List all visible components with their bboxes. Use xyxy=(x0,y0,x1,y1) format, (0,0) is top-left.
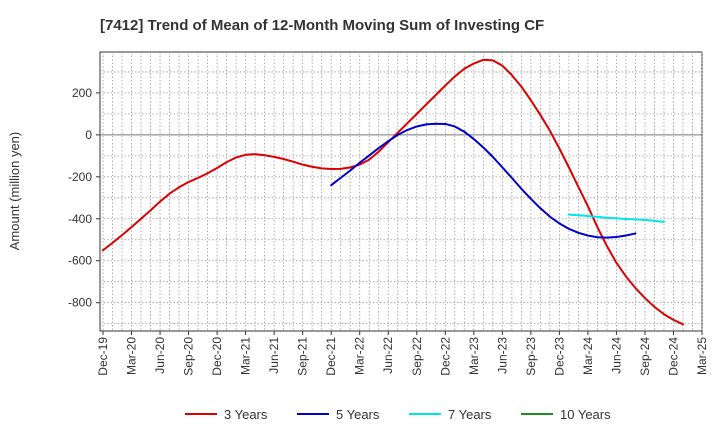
y-tick-label: -800 xyxy=(68,296,92,310)
x-tick-label: Mar-22 xyxy=(353,337,367,375)
legend-label: 3 Years xyxy=(224,407,268,422)
series-layer xyxy=(102,58,684,326)
x-tick-label: Sep-20 xyxy=(182,337,196,376)
x-tick-label: Jun-21 xyxy=(267,337,281,374)
legend-label: 10 Years xyxy=(560,407,611,422)
x-tick-label: Jun-20 xyxy=(153,337,167,374)
y-tick-label: 200 xyxy=(72,86,92,100)
x-tick-label: Mar-23 xyxy=(467,337,481,375)
x-tick-label: Mar-20 xyxy=(125,337,139,375)
x-tick-label: Jun-23 xyxy=(495,337,509,374)
x-tick-label: Mar-21 xyxy=(239,337,253,375)
x-tick-label: Dec-22 xyxy=(438,337,452,376)
x-tick-label: Sep-23 xyxy=(524,337,538,376)
grid xyxy=(100,52,703,331)
x-tick-label: Sep-21 xyxy=(296,337,310,376)
series-line-5-years xyxy=(330,122,637,239)
legend-label: 5 Years xyxy=(336,407,380,422)
y-axis-label: Amount (million yen) xyxy=(7,132,22,251)
legend: 3 Years 5 Years 7 Years 10 Years xyxy=(185,407,611,422)
x-tick-label: Jun-24 xyxy=(609,337,623,374)
x-tick-label: Sep-22 xyxy=(410,337,424,376)
x-axis: Dec-19 Mar-20 Jun-20 Sep-20 Dec-20 Mar-21 Jun-… xyxy=(96,331,709,376)
y-tick-label: -200 xyxy=(68,170,92,184)
y-tick-label: -600 xyxy=(68,254,92,268)
legend-label: 7 Years xyxy=(448,407,492,422)
series-line-7-years xyxy=(567,213,665,223)
x-tick-label: Dec-19 xyxy=(96,337,110,376)
x-tick-label: Dec-20 xyxy=(210,337,224,376)
x-tick-label: Dec-21 xyxy=(324,337,338,376)
x-tick-label: Sep-24 xyxy=(638,337,652,376)
x-tick-label: Dec-23 xyxy=(552,337,566,376)
y-tick-label: 0 xyxy=(85,128,92,142)
y-axis: 200 0 -200 -400 -600 -800 xyxy=(68,86,100,310)
x-tick-label: Jun-22 xyxy=(381,337,395,374)
x-tick-label: Dec-24 xyxy=(666,337,680,376)
plot-area xyxy=(99,51,703,332)
chart-title: [7412] Trend of Mean of 12-Month Moving … xyxy=(100,17,544,34)
x-tick-label: Mar-25 xyxy=(695,337,709,375)
x-tick-label: Mar-24 xyxy=(581,337,595,375)
y-tick-label: -400 xyxy=(68,212,92,226)
